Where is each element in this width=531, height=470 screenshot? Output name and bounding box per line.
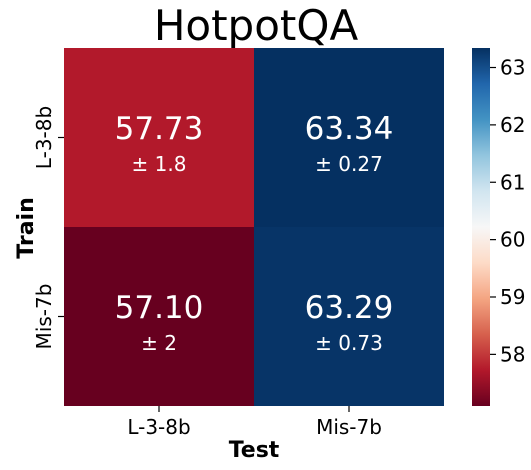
heatmap-cell: [254, 48, 444, 227]
cell-value-label: 63.34: [305, 111, 394, 147]
colorbar-tick-label: 60: [500, 228, 525, 252]
y-axis: L-3-8b Mis-7b: [32, 106, 64, 350]
cell-value-label: 63.29: [305, 290, 394, 326]
chart-title: HotpotQA: [154, 1, 359, 50]
y-tick-label: Mis-7b: [32, 284, 56, 350]
heatmap-cells: 57.73 ± 1.8 63.34 ± 0.27 57.10 ± 2 63.29 ± 0.73: [64, 48, 444, 406]
x-axis: L-3-8b Mis-7b: [127, 406, 382, 439]
colorbar-tick-label: 63: [500, 56, 525, 80]
cell-std-label: ± 2: [141, 331, 177, 355]
colorbar-gradient: [472, 48, 490, 406]
y-axis-label: Train: [14, 197, 39, 259]
heatmap-cell: [254, 227, 444, 406]
heatmap-cell: [64, 48, 254, 227]
y-tick-label: L-3-8b: [32, 106, 56, 169]
cell-std-label: ± 0.27: [315, 152, 383, 176]
x-tick-label: Mis-7b: [316, 415, 382, 439]
colorbar-tick-label: 59: [500, 285, 525, 309]
heatmap-cell: [64, 227, 254, 406]
colorbar-tick-label: 58: [500, 342, 525, 366]
cell-value-label: 57.10: [115, 290, 204, 326]
colorbar-tick-label: 62: [500, 113, 525, 137]
x-tick-label: L-3-8b: [127, 415, 190, 439]
cell-value-label: 57.73: [115, 111, 204, 147]
cell-std-label: ± 1.8: [132, 152, 187, 176]
colorbar: 58 59 60 61 62 63: [472, 48, 525, 406]
cell-std-label: ± 0.73: [315, 331, 383, 355]
x-axis-label: Test: [229, 438, 280, 463]
colorbar-tick-label: 61: [500, 170, 525, 194]
